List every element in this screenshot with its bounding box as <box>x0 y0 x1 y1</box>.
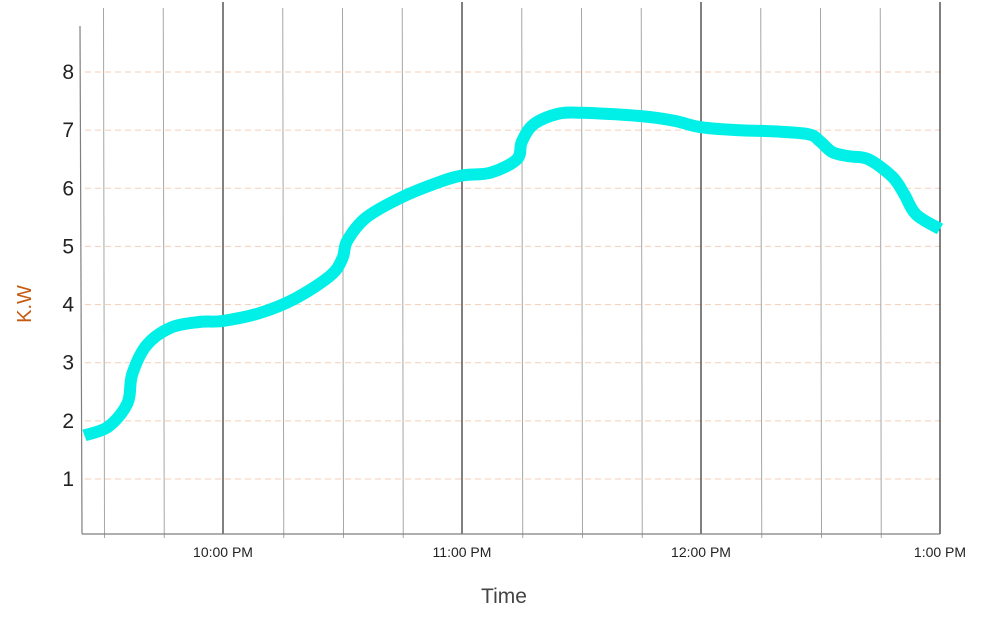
minor-v-gridline <box>760 7 763 539</box>
x-tick-label: 10:00 PM <box>193 544 253 560</box>
series-group <box>82 106 944 442</box>
y-tick-label: 1 <box>62 468 74 491</box>
y-tick-label: 3 <box>62 352 74 375</box>
y-tick-labels: 1 2 3 4 5 6 7 8 <box>62 61 74 491</box>
minor-v-gridline <box>820 7 822 539</box>
minor-v-gridline <box>401 7 404 539</box>
y-tick-label: 2 <box>62 410 74 433</box>
minor-v-gridline <box>581 7 583 539</box>
y-axis-line <box>79 25 83 535</box>
y-tick-label: 7 <box>62 119 74 142</box>
minor-v-gridline <box>521 7 524 539</box>
series-line <box>82 106 944 442</box>
x-tick-label: 12:00 PM <box>671 544 731 560</box>
y-tick-label: 5 <box>62 235 74 258</box>
vertical-gridlines <box>103 2 941 539</box>
minor-v-gridline <box>162 7 165 539</box>
y-axis-label: K.W <box>14 285 36 323</box>
minor-v-gridline <box>282 7 285 539</box>
y-tick-label: 6 <box>62 177 74 200</box>
x-tick-labels: 10:00 PM 11:00 PM 12:00 PM 1:00 PM <box>193 544 966 560</box>
minor-v-gridline <box>879 7 882 539</box>
y-tick-label: 8 <box>62 61 74 84</box>
minor-v-gridline <box>342 7 344 539</box>
y-tick-label: 4 <box>62 294 74 317</box>
x-axis-label: Time <box>481 585 527 608</box>
x-tick-label: 11:00 PM <box>433 544 492 560</box>
x-tick-label: 1:00 PM <box>914 544 966 560</box>
axes <box>79 25 940 535</box>
minor-v-gridline <box>640 7 643 539</box>
minor-v-gridline <box>103 7 105 539</box>
